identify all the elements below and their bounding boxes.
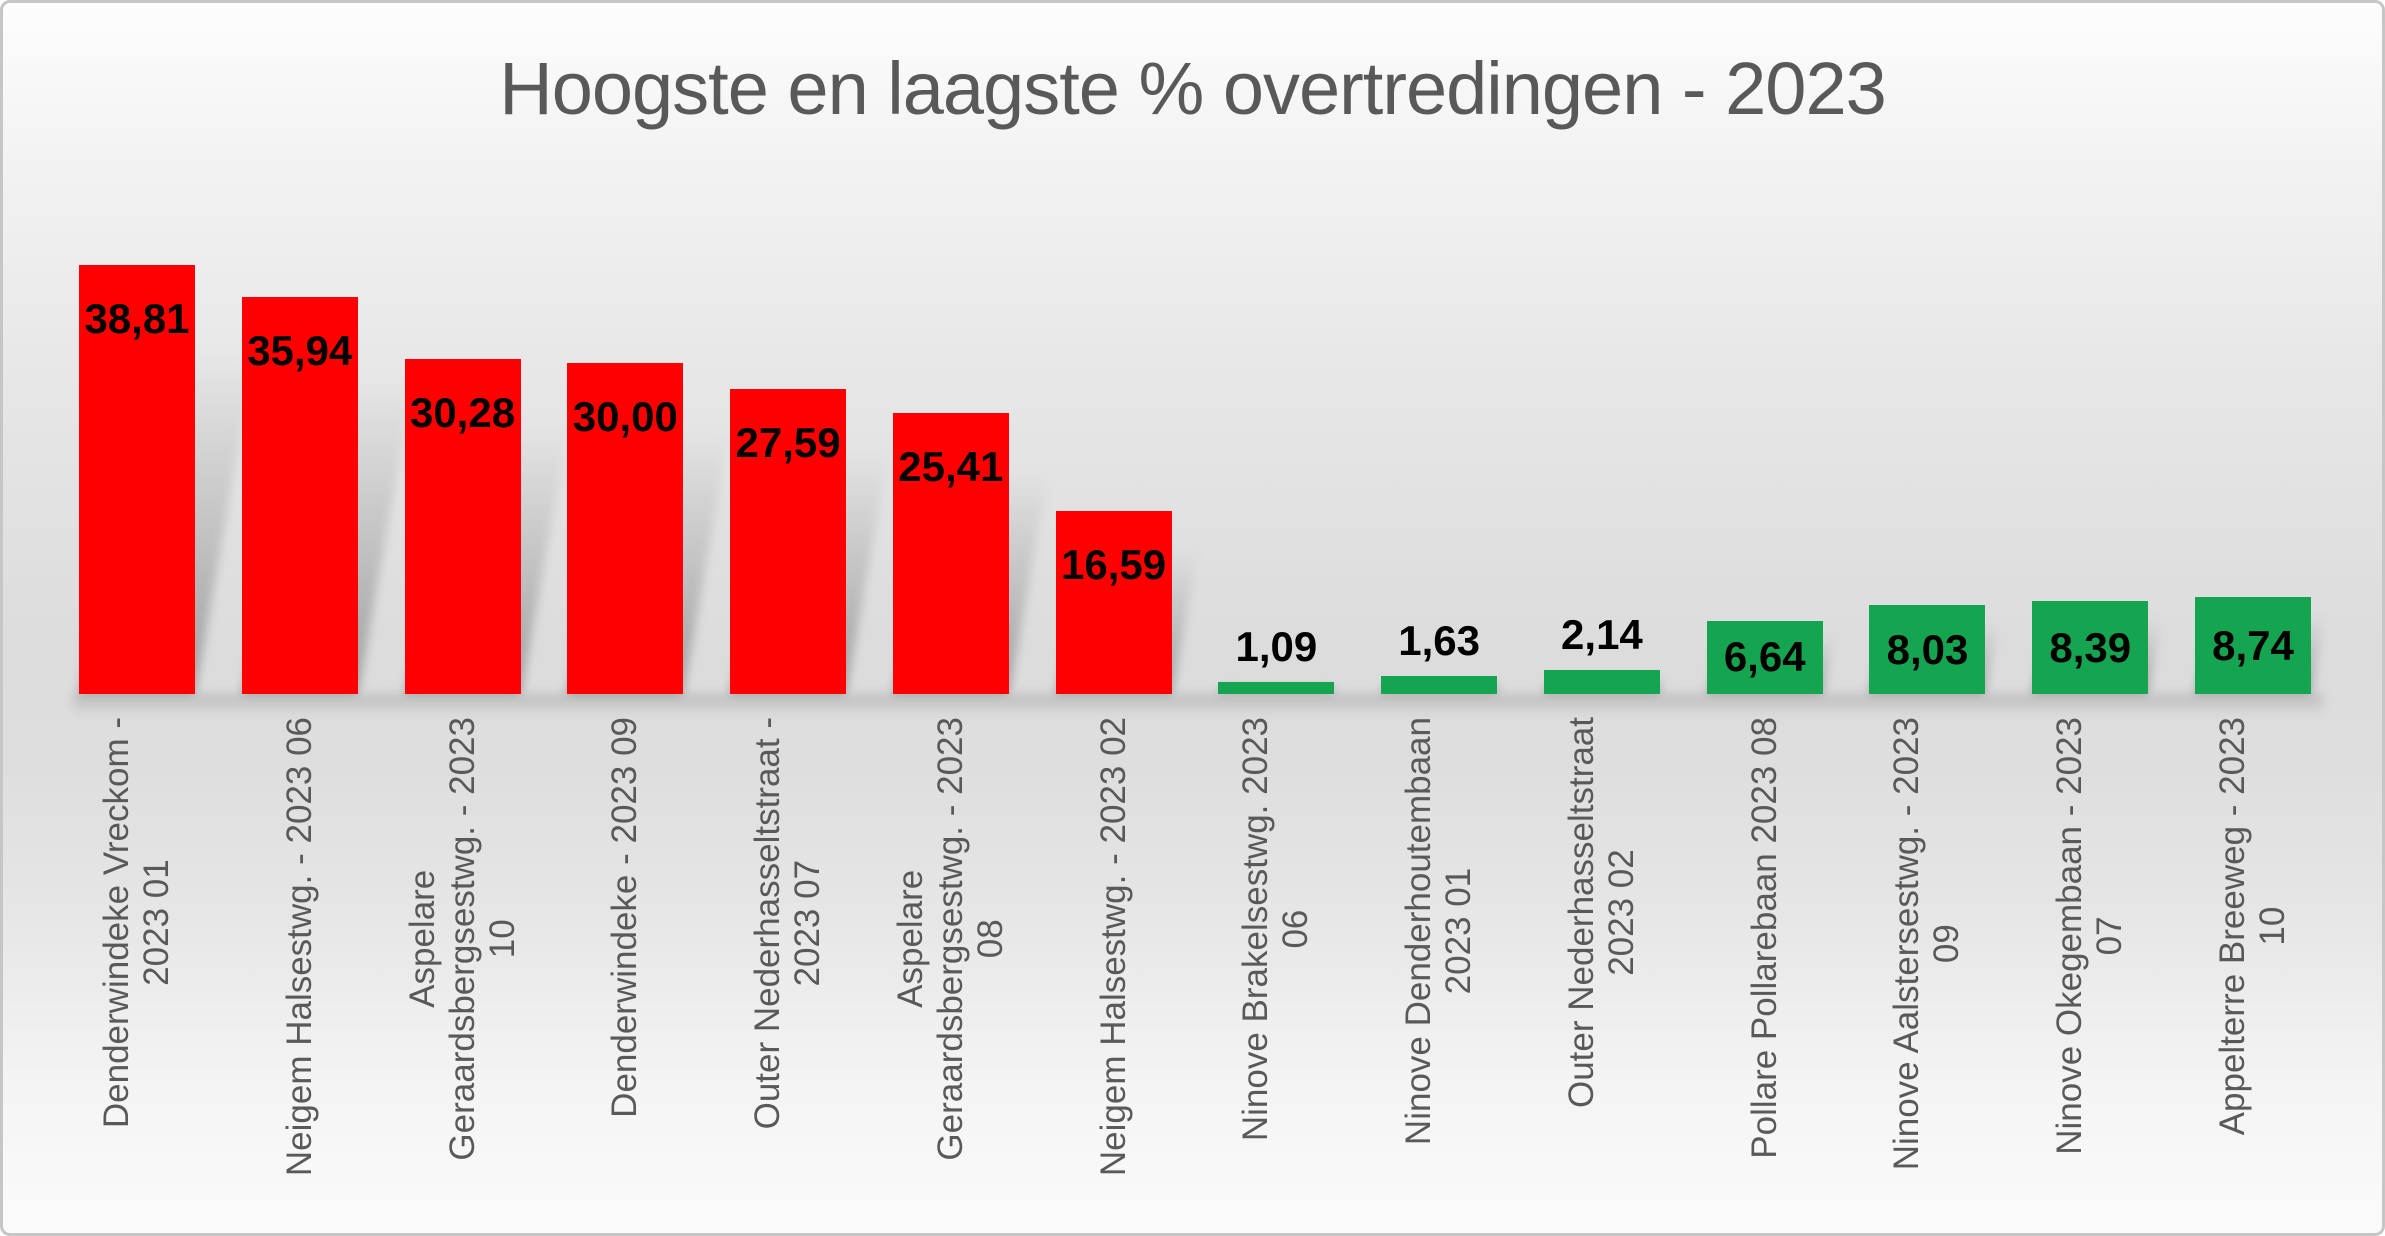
bar-value-label: 8,74	[2212, 621, 2294, 669]
chart-title: Hoogste en laagste % overtredingen - 202…	[499, 47, 1887, 130]
bar-value-label: 1,09	[1235, 622, 1318, 670]
baseline-floor-shadow	[73, 694, 2323, 716]
category-label-text: Ninove Aalstersestwg. - 2023 09	[1887, 717, 1967, 1171]
bar-value-label: 6,64	[1723, 633, 1806, 681]
bar-value-label: 38,81	[84, 295, 190, 343]
category-label-text: Neigem Halsestwg. - 2023 06	[279, 717, 319, 1177]
bar-value-label: 25,41	[898, 443, 1004, 491]
bar-value-label: 30,00	[572, 392, 678, 440]
category-label-text: Aspelare Geraardsbergsestwg. - 2023 10	[402, 717, 522, 1161]
bar-value-label: 30,28	[409, 389, 516, 437]
category-label-text: Ninove Denderhoutembaan 2023 01	[1399, 717, 1479, 1146]
category-label-text: Ninove Brakelsestwg. 2023 06	[1236, 717, 1316, 1142]
bar	[2032, 601, 2149, 694]
bar-value-label: 1,63	[1398, 616, 1481, 664]
bar	[892, 413, 1009, 694]
bar-value-label: 8,03	[1886, 625, 1969, 673]
category-label-rotated: Appelterre Breeweg - 2023 10	[2213, 717, 2293, 1233]
bar	[1869, 605, 1986, 694]
bar	[567, 362, 684, 694]
bar	[1381, 675, 1498, 694]
bar-value-label: 27,59	[735, 419, 841, 467]
category-label-rotated: Outer Nederhasseltstraat - 2023 07	[748, 717, 828, 1233]
category-label-rotated: Denderwindeke Vreckom - 2023 01	[97, 717, 177, 1233]
category-label-rotated: Ninove Okegembaan - 2023 07	[2050, 717, 2130, 1233]
bar	[1055, 510, 1172, 694]
category-label-text: Denderwindeke - 2023 09	[605, 717, 645, 1118]
bar-value-label: 35,94	[247, 326, 353, 374]
category-label-text: Denderwindeke Vreckom - 2023 01	[97, 717, 176, 1129]
bar	[2195, 597, 2311, 694]
bar	[730, 389, 847, 694]
category-label-rotated: Aspelare Geraardsbergsestwg. - 2023 10	[402, 717, 523, 1233]
category-label-rotated: Ninove Aalstersestwg. - 2023 09	[1887, 717, 1967, 1233]
bar-value-label: 16,59	[1061, 540, 1167, 588]
category-label-rotated: Denderwindeke - 2023 09	[605, 717, 645, 1233]
category-label-rotated: Outer Nederhasseltstraat 2023 02	[1561, 717, 1642, 1233]
category-label-rotated: Neigem Halsestwg. - 2023 06	[279, 717, 320, 1233]
category-label-rotated: Ninove Brakelsestwg. 2023 06	[1236, 717, 1316, 1233]
bar	[1543, 670, 1660, 694]
category-label-text: Outer Nederhasseltstraat 2023 02	[1561, 717, 1641, 1109]
category-label-rotated: Pollare Pollarebaan 2023 08	[1744, 717, 1785, 1233]
bar-value-label: 8,39	[2049, 623, 2132, 671]
category-label-text: Ninove Okegembaan - 2023 07	[2050, 717, 2130, 1155]
bar	[1706, 620, 1823, 694]
category-label-text: Appelterre Breeweg - 2023 10	[2213, 717, 2292, 1136]
category-label-text: Pollare Pollarebaan 2023 08	[1744, 717, 1784, 1159]
plot-area: 38,81 Denderwindeke Vreckom - 2023 01 35,9…	[3, 3, 2382, 1233]
category-label-text: Aspelare Geraardsbergsestwg. - 2023 08	[890, 717, 1010, 1161]
bar	[404, 359, 521, 694]
bar	[241, 296, 358, 694]
category-label-text: Neigem Halsestwg. - 2023 02	[1093, 717, 1133, 1177]
category-label-rotated: Ninove Denderhoutembaan 2023 01	[1399, 717, 1479, 1233]
bar-value-label: 2,14	[1561, 611, 1643, 659]
bar	[1218, 681, 1335, 694]
category-label-rotated: Aspelare Geraardsbergsestwg. - 2023 08	[890, 717, 1011, 1233]
category-label-rotated: Neigem Halsestwg. - 2023 02	[1093, 717, 1134, 1233]
bar	[79, 265, 195, 694]
category-label-text: Outer Nederhasseltstraat - 2023 07	[748, 717, 828, 1130]
